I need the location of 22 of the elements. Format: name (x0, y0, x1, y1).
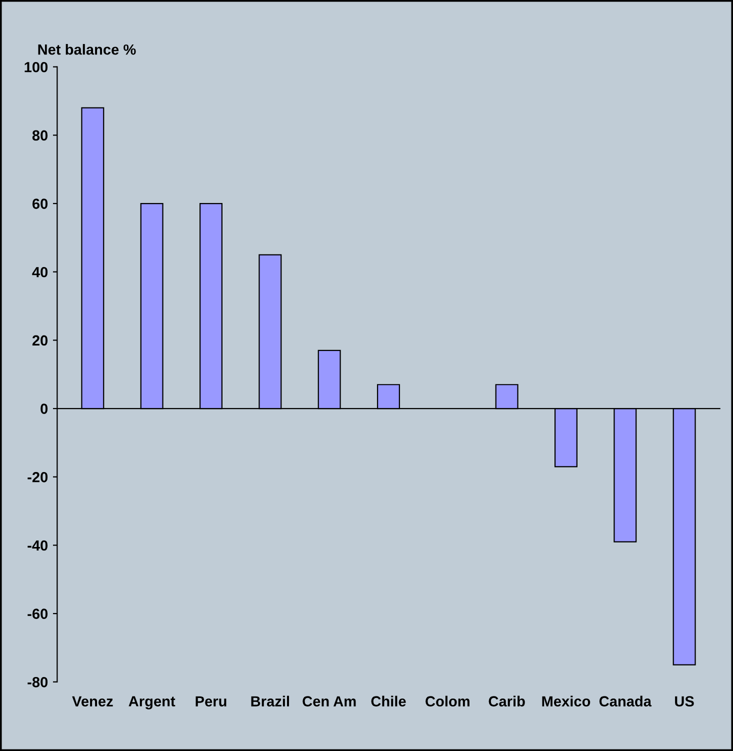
x-tick-label: Canada (599, 696, 652, 707)
y-tick-label: -80 (28, 677, 48, 688)
y-tick-label: 60 (32, 198, 48, 209)
y-tick-label: 0 (40, 404, 48, 414)
x-tick-label: Mexico (542, 696, 590, 707)
x-tick-label: Venez (72, 696, 113, 707)
y-tick-label: 100 (24, 62, 48, 72)
x-tick-label: Brazil (251, 696, 289, 707)
y-tick-label: 80 (32, 130, 48, 141)
y-tick-label: -40 (28, 540, 48, 551)
y-tick-label: -60 (28, 608, 48, 619)
y-tick-label: 20 (32, 335, 48, 346)
x-tick-label: Cen Am (302, 696, 356, 707)
y-tick-label: 40 (32, 266, 48, 278)
y-axis-title: Net balance % (38, 44, 136, 55)
x-tick-label: Carib (488, 696, 525, 707)
x-tick-label: Argent (128, 696, 176, 710)
x-tick-label: Peru (196, 696, 226, 707)
x-tick-label: Chile (371, 696, 406, 707)
x-tick-label: US (675, 696, 694, 707)
x-tick-label: Colom (426, 696, 470, 707)
y-tick-label: -20 (28, 472, 48, 482)
